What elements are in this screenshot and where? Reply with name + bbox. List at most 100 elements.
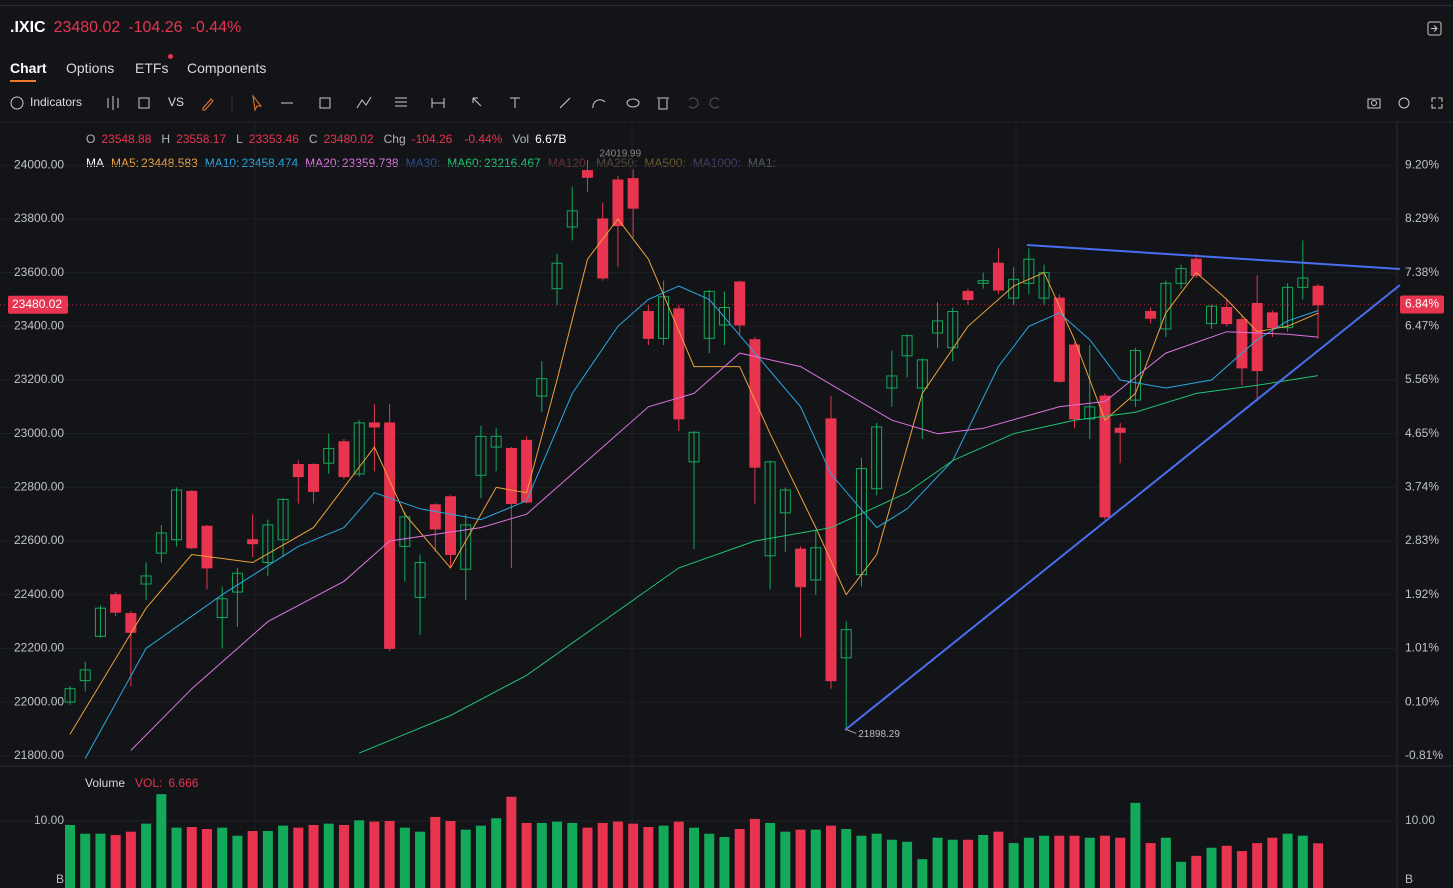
candle-body bbox=[1175, 268, 1187, 284]
volume-bar bbox=[308, 824, 319, 888]
y2-tick-label: 3.74% bbox=[1405, 480, 1439, 494]
vol-value: 6.67B bbox=[535, 132, 567, 146]
candle-body bbox=[125, 613, 137, 633]
candle-body bbox=[764, 461, 776, 557]
candle-body bbox=[1129, 349, 1141, 401]
candle-body bbox=[673, 308, 685, 420]
volume-bar bbox=[1160, 837, 1171, 888]
layout-icon[interactable] bbox=[138, 97, 150, 109]
chg-value: -104.26 bbox=[411, 132, 453, 146]
ma-value: 23216.467 bbox=[483, 156, 541, 170]
ohlc-legend: O 23548.88 H 23558.17 L 23353.46 C 23480.02 … bbox=[86, 132, 566, 146]
candle-body bbox=[262, 524, 274, 564]
candle-body bbox=[231, 572, 243, 593]
candle-body bbox=[947, 311, 959, 349]
candle-body bbox=[810, 547, 822, 581]
volume-bar bbox=[1008, 843, 1019, 888]
candle-body bbox=[612, 179, 624, 227]
volume-bar bbox=[856, 835, 867, 888]
volume-bar bbox=[780, 831, 791, 888]
volume-bar bbox=[445, 820, 456, 888]
volume-bar bbox=[1115, 837, 1126, 888]
y2-tick-label: 4.65% bbox=[1405, 426, 1439, 440]
price: 23480.02 bbox=[53, 19, 121, 36]
draw-icon[interactable] bbox=[202, 98, 214, 111]
candle-body bbox=[581, 170, 593, 178]
candle-body bbox=[460, 524, 472, 570]
candle-body bbox=[566, 210, 578, 228]
volume-bar bbox=[278, 825, 289, 888]
y-tick-label: 23800.00 bbox=[14, 211, 64, 225]
tab-etfs[interactable]: ETFs bbox=[135, 60, 169, 76]
volume-bar bbox=[1267, 837, 1278, 888]
candle-body bbox=[825, 418, 837, 682]
cursor-icon[interactable] bbox=[252, 94, 263, 112]
volume-bar bbox=[871, 833, 882, 888]
volume-bar bbox=[552, 821, 563, 888]
tab-options[interactable]: Options bbox=[66, 60, 115, 76]
volume-bar bbox=[978, 835, 989, 888]
candle-body bbox=[1023, 258, 1035, 284]
candle-body bbox=[490, 435, 502, 448]
ma-line bbox=[130, 331, 1319, 751]
indicators-button[interactable]: Indicators bbox=[30, 95, 82, 109]
chg-pct: -0.44% bbox=[464, 132, 503, 146]
candle-body bbox=[718, 306, 730, 326]
tool-icons[interactable] bbox=[281, 96, 1443, 110]
candle-body bbox=[901, 335, 913, 357]
ma-legend-item[interactable]: MA10: 23458.474 bbox=[205, 156, 298, 170]
trend-line bbox=[844, 284, 1401, 731]
volume-bar bbox=[932, 837, 943, 888]
candle-body bbox=[445, 496, 456, 555]
vol-unit: B bbox=[56, 872, 64, 886]
indicators-icon[interactable] bbox=[10, 96, 24, 110]
candle-type-icon[interactable] bbox=[107, 96, 119, 110]
ma-legend-item[interactable]: MA60: 23216.467 bbox=[447, 156, 540, 170]
o-value: 23548.88 bbox=[101, 132, 152, 146]
y2-tick-label: -0.81% bbox=[1405, 748, 1443, 762]
volume-bar bbox=[536, 822, 547, 888]
candle-body bbox=[916, 359, 928, 389]
ma-legend-item[interactable]: MA5: 23448.583 bbox=[111, 156, 198, 170]
symbol: .IXIC bbox=[10, 19, 46, 36]
ma-line bbox=[84, 285, 1319, 759]
l-label: L bbox=[236, 132, 243, 146]
volume-bar bbox=[475, 825, 486, 888]
volume-bar bbox=[704, 833, 715, 888]
h-value: 23558.17 bbox=[176, 132, 227, 146]
volume-bar bbox=[415, 831, 426, 888]
volume-bar bbox=[1023, 837, 1034, 888]
compare-button[interactable]: VS bbox=[168, 95, 184, 109]
ma-line bbox=[69, 218, 1319, 735]
volume-bar bbox=[171, 827, 182, 888]
volume-bar bbox=[567, 822, 578, 888]
y-tick-label: 24000.00 bbox=[14, 157, 64, 171]
tab-components[interactable]: Components bbox=[187, 60, 267, 76]
tab-chart[interactable]: Chart bbox=[10, 60, 47, 76]
y2-tick-label: 2.83% bbox=[1405, 533, 1439, 547]
candle-body bbox=[932, 320, 944, 334]
change: -104.26 bbox=[128, 19, 183, 36]
candle-body bbox=[323, 447, 335, 464]
y-tick-label: 23000.00 bbox=[14, 426, 64, 440]
volume-bar bbox=[1313, 843, 1324, 888]
volume-bar bbox=[810, 829, 821, 888]
y-tick-label: 23600.00 bbox=[14, 265, 64, 279]
candle-body bbox=[1221, 306, 1233, 325]
ma-label: MA bbox=[86, 156, 104, 170]
candle-body bbox=[201, 525, 213, 569]
candle-body bbox=[658, 296, 670, 339]
volume-bar bbox=[110, 835, 121, 888]
volume-bar bbox=[1176, 861, 1187, 888]
ma-name: MA10: bbox=[204, 156, 240, 170]
volume-bar bbox=[354, 820, 365, 888]
candle-body bbox=[551, 262, 563, 290]
last-price-tag-bg bbox=[8, 295, 68, 314]
volume-bar bbox=[1084, 837, 1095, 888]
ma-legend-item[interactable]: MA20: 23359.738 bbox=[305, 156, 398, 170]
ma-inactive: MA30: bbox=[405, 156, 441, 170]
volume-bar bbox=[1145, 843, 1156, 888]
y2-tick-label: 1.92% bbox=[1405, 587, 1439, 601]
collapse-icon[interactable] bbox=[1427, 21, 1443, 37]
volume-bar bbox=[765, 822, 776, 888]
